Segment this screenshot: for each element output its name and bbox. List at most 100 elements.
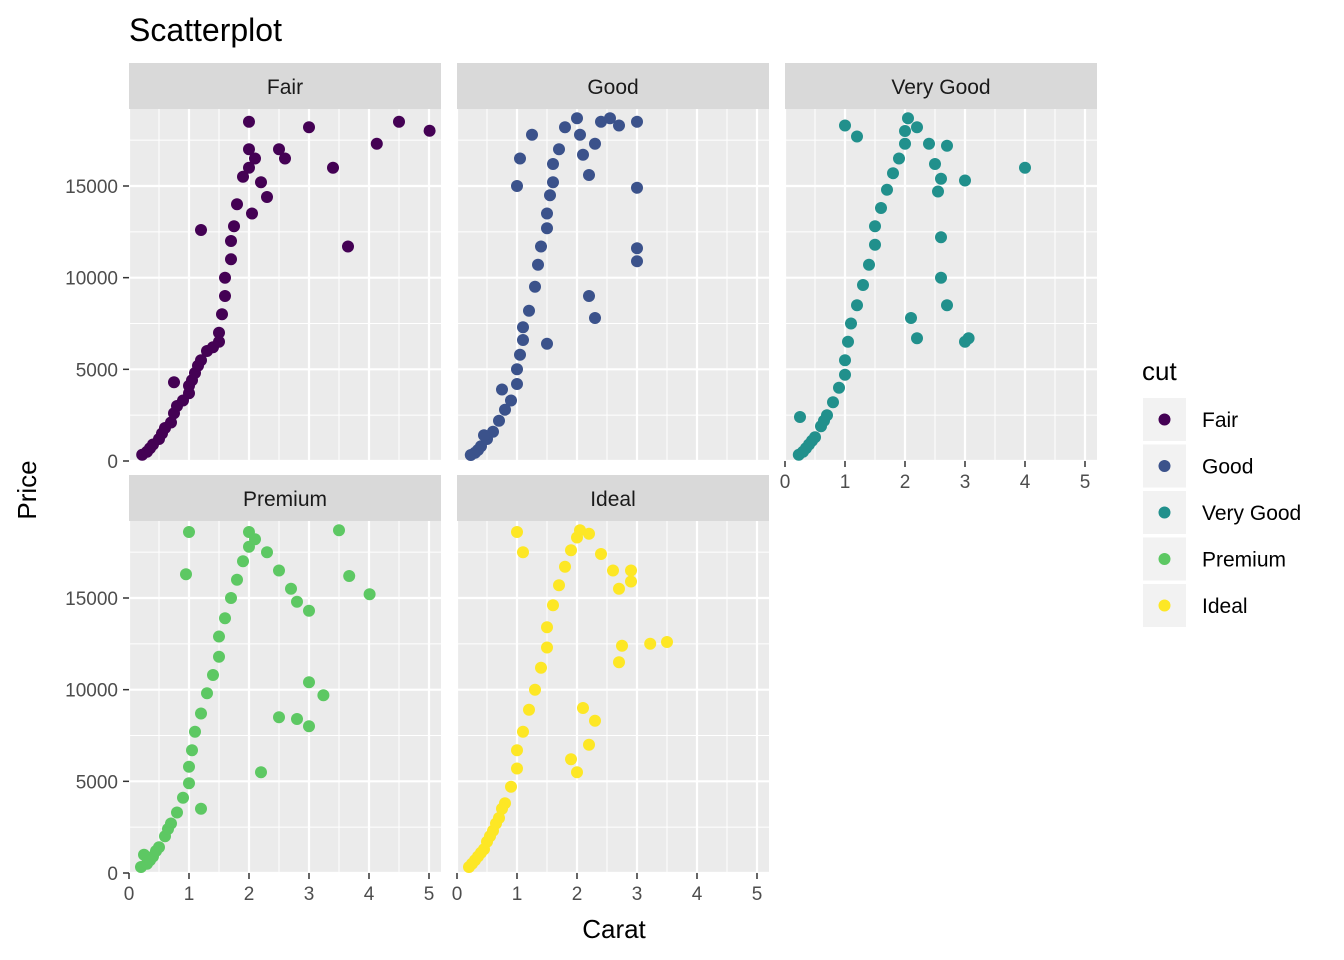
legend-item: Very Good — [1143, 491, 1301, 534]
data-point — [526, 128, 538, 141]
x-tick-label: 3 — [304, 884, 315, 905]
data-point — [255, 766, 267, 779]
data-point — [541, 641, 553, 654]
data-point — [484, 830, 496, 843]
data-point — [517, 334, 529, 346]
data-point — [941, 139, 953, 152]
data-point — [517, 725, 529, 738]
facet-strip-label: Premium — [243, 488, 327, 511]
y-tick-label: 10000 — [65, 681, 118, 702]
x-axis-title: Carat — [582, 914, 646, 944]
data-point — [273, 711, 285, 724]
data-point — [514, 348, 526, 361]
legend-key-point — [1158, 506, 1171, 519]
data-point — [839, 368, 851, 381]
data-point — [559, 560, 571, 573]
x-tick-label: 0 — [780, 472, 791, 493]
legend: cut Fair Good Very Good Premium Ideal — [1142, 356, 1301, 627]
data-point — [255, 176, 267, 189]
y-tick-label: 10000 — [65, 269, 118, 290]
data-point — [631, 242, 643, 255]
facet-panel-good: Good — [455, 63, 769, 463]
legend-item: Premium — [1143, 537, 1286, 581]
data-point — [818, 414, 830, 427]
data-point — [225, 235, 237, 247]
data-point — [183, 777, 195, 790]
x-tick-label: 2 — [572, 884, 583, 905]
data-point — [869, 238, 881, 251]
data-point — [231, 573, 243, 586]
facet-strip — [457, 475, 769, 521]
data-point — [195, 224, 207, 236]
data-point — [246, 207, 258, 220]
data-point — [547, 599, 559, 612]
x-tick-label: 5 — [424, 884, 435, 905]
legend-label: Very Good — [1202, 502, 1301, 525]
data-point — [478, 843, 490, 856]
data-point — [535, 240, 547, 253]
data-point — [571, 766, 583, 779]
legend-keys: Fair Good Very Good Premium Ideal — [1143, 398, 1301, 627]
data-point — [171, 806, 183, 819]
data-point — [517, 321, 529, 334]
data-point — [851, 299, 863, 312]
data-point — [303, 720, 315, 733]
data-point — [574, 524, 586, 537]
x-tick-label: 2 — [900, 472, 911, 493]
data-point — [935, 271, 947, 284]
data-point — [547, 158, 559, 170]
data-point — [613, 582, 625, 595]
y-tick-label: 0 — [107, 452, 118, 473]
data-point — [511, 378, 523, 390]
data-point — [529, 683, 541, 696]
data-point — [887, 167, 899, 180]
legend-label: Fair — [1202, 409, 1238, 432]
data-point — [219, 612, 231, 625]
data-point — [213, 326, 225, 339]
data-point — [541, 337, 553, 350]
data-point — [827, 396, 839, 409]
data-point — [490, 817, 502, 830]
data-point — [911, 332, 923, 345]
legend-key-point — [1158, 413, 1171, 426]
y-tick-label: 5000 — [76, 772, 118, 793]
data-point — [899, 125, 911, 137]
x-tick-label: 4 — [1020, 472, 1031, 493]
data-point — [541, 207, 553, 220]
data-point — [845, 317, 857, 330]
data-point — [565, 544, 577, 557]
y-tick-label: 15000 — [65, 177, 118, 198]
data-point — [806, 434, 818, 447]
data-point — [523, 703, 535, 716]
data-points — [136, 115, 436, 461]
data-point — [195, 354, 207, 367]
facet-strip-label: Fair — [267, 76, 303, 99]
data-point — [631, 181, 643, 194]
data-point — [261, 546, 273, 559]
data-point — [505, 780, 517, 793]
data-point — [857, 279, 869, 291]
legend-title: cut — [1142, 356, 1177, 386]
facet-panel-fair: Fair 0 5000 10000 15000 — [65, 63, 441, 473]
legend-key-point — [1158, 460, 1171, 472]
data-point — [168, 376, 180, 389]
data-point — [911, 121, 923, 134]
data-point — [511, 762, 523, 775]
data-point — [342, 240, 354, 253]
data-point — [529, 280, 541, 293]
y-axis-title: Price — [12, 460, 42, 519]
data-point — [273, 564, 285, 577]
data-point — [893, 152, 905, 165]
data-point — [237, 170, 249, 183]
data-point — [343, 570, 356, 582]
facet-strip-label: Very Good — [891, 76, 990, 99]
data-point — [514, 152, 526, 165]
data-point — [929, 158, 941, 170]
data-point — [881, 183, 893, 196]
data-point — [899, 137, 911, 150]
facet-strip — [457, 63, 769, 109]
x-tick-label: 3 — [632, 884, 643, 905]
data-point — [839, 354, 851, 367]
data-point — [279, 152, 291, 165]
